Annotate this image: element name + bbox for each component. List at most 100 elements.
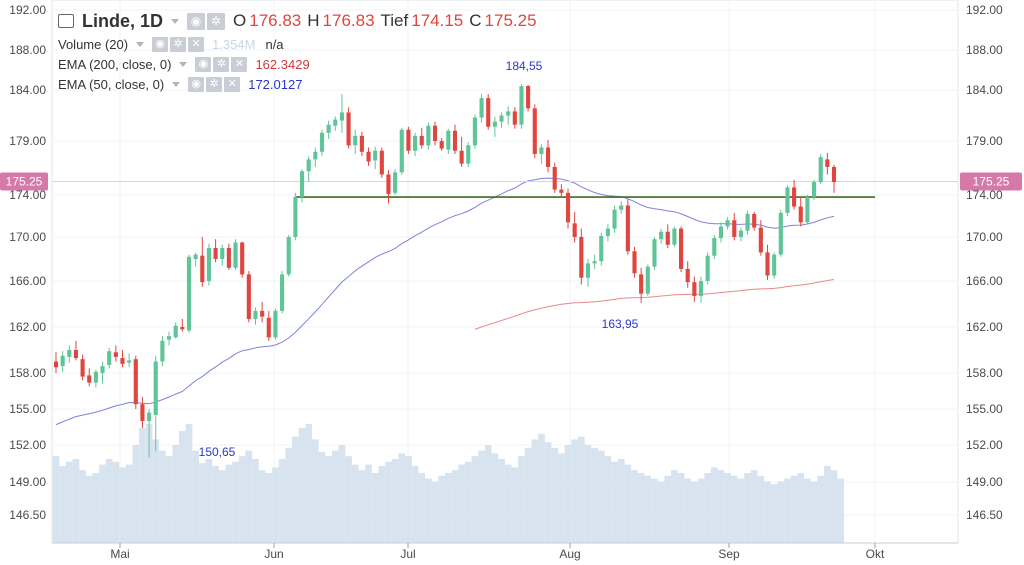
candle-body (60, 355, 65, 367)
candle-body (260, 310, 265, 317)
candle-body (246, 274, 251, 319)
candle (818, 153, 823, 185)
candle-body (446, 130, 451, 150)
volume-bar (65, 461, 73, 543)
ema50-label[interactable]: EMA (50, close, 0) (58, 76, 165, 92)
candle-body (306, 159, 311, 172)
candle-body (625, 205, 630, 252)
chevron-down-icon[interactable] (136, 41, 145, 47)
candle (432, 121, 438, 146)
volume-bar (484, 445, 492, 543)
candle (526, 85, 531, 112)
candle-body (805, 197, 810, 223)
candle (539, 144, 544, 164)
candle (346, 107, 351, 149)
candle (698, 276, 704, 303)
volume-bar (584, 445, 592, 543)
volume-bar (218, 470, 226, 543)
candle (246, 271, 251, 323)
candle (373, 146, 378, 170)
candle-body (133, 359, 138, 405)
ema200-label[interactable]: EMA (200, close, 0) (58, 56, 172, 72)
ema200-line (474, 279, 835, 330)
gear-icon[interactable]: ✲ (170, 36, 187, 52)
close-icon[interactable]: ✕ (231, 56, 248, 72)
candle (273, 308, 278, 340)
x-tick-label: Jul (400, 547, 415, 561)
volume-bar (358, 470, 366, 543)
low-key: Tief (380, 11, 409, 30)
y-tick-label-right: 170.00 (966, 230, 1003, 244)
candle-body (299, 171, 305, 198)
eye-icon[interactable]: ◉ (152, 36, 169, 52)
candle (492, 116, 497, 137)
candle (692, 276, 697, 302)
volume-bar (52, 456, 60, 543)
candle (233, 239, 238, 270)
volume-bar (258, 470, 266, 543)
volume-label[interactable]: Volume (20) (58, 36, 129, 52)
candle (632, 246, 637, 278)
candle (752, 211, 757, 231)
candle-body (519, 86, 524, 125)
gear-icon[interactable]: ✲ (207, 12, 226, 30)
chevron-down-icon[interactable] (171, 18, 180, 24)
candle (605, 224, 610, 242)
volume-ma-value: n/a (265, 36, 284, 52)
candle (226, 243, 231, 270)
legend-ema50-row: EMA (50, close, 0) ◉ ✲ ✕ 172.0127 (58, 74, 537, 94)
candle-body (778, 212, 783, 255)
candle (260, 301, 265, 323)
candle (113, 345, 118, 362)
eye-icon[interactable]: ◉ (187, 12, 206, 30)
candle-body (752, 213, 757, 228)
volume-bar (425, 478, 432, 543)
symbol-title[interactable]: Linde, 1D (82, 10, 164, 31)
candle (572, 211, 577, 243)
price-annotation: 150,65 (199, 445, 236, 459)
low-value: 174.15 (411, 11, 464, 30)
candle-body (539, 147, 544, 154)
candle-body (180, 327, 185, 330)
candle (678, 226, 684, 273)
volume-bar (524, 447, 532, 543)
candle-body (379, 150, 384, 175)
volume-value: 1.354M (212, 36, 256, 52)
candle-body (173, 325, 178, 338)
candle-body (692, 282, 697, 296)
eye-icon[interactable]: ◉ (188, 76, 205, 92)
volume-bar (631, 470, 638, 543)
volume-bar (132, 445, 140, 543)
candle (459, 136, 464, 167)
candle-body (605, 228, 610, 236)
volume-bar (764, 481, 771, 543)
chevron-down-icon[interactable] (172, 81, 181, 87)
close-icon[interactable]: ✕ (224, 76, 241, 92)
volume-bar (504, 464, 512, 543)
candle (180, 318, 185, 332)
candle (333, 116, 338, 131)
y-tick-label-left: 174.00 (9, 188, 46, 202)
candle (319, 129, 325, 157)
volume-bar (265, 473, 273, 543)
gear-icon[interactable]: ✲ (213, 56, 230, 72)
candle-body (346, 112, 351, 146)
candle (153, 355, 158, 452)
y-tick-label-left: 192.00 (9, 3, 46, 17)
volume-bar (511, 467, 519, 543)
candle-body (120, 358, 125, 364)
eye-icon[interactable]: ◉ (195, 56, 212, 72)
close-icon[interactable]: ✕ (188, 36, 205, 52)
chevron-down-icon[interactable] (179, 61, 188, 67)
volume-bar (544, 442, 552, 543)
gear-icon[interactable]: ✲ (206, 76, 223, 92)
volume-bar (431, 481, 439, 543)
candle (705, 252, 710, 285)
candle (173, 322, 178, 339)
candle (612, 205, 617, 233)
collapse-legend-icon[interactable] (58, 14, 74, 28)
volume-bar (644, 475, 652, 543)
high-key: H (307, 11, 320, 30)
